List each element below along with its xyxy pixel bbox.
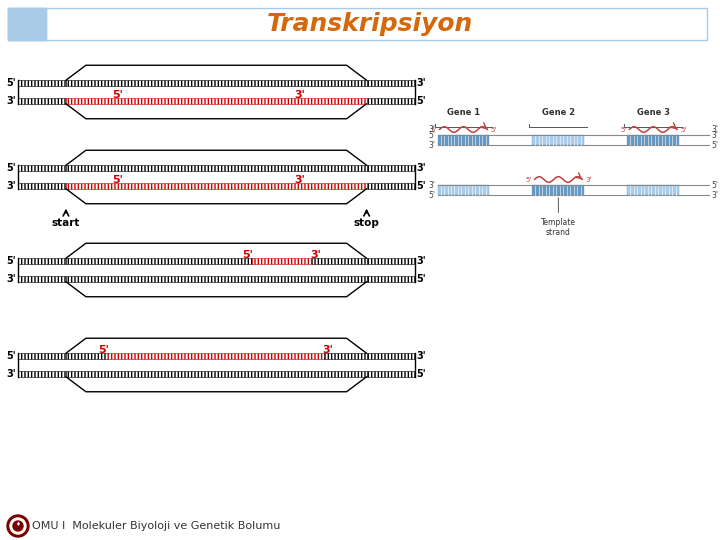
Text: 5': 5'	[417, 369, 426, 379]
Circle shape	[7, 515, 29, 537]
Text: 5': 5'	[428, 131, 436, 139]
Bar	[366, 276, 415, 282]
Text: 3': 3'	[6, 369, 16, 379]
Text: 3': 3'	[310, 250, 321, 260]
Text: 5': 5'	[525, 177, 531, 183]
Text: 3': 3'	[6, 274, 16, 284]
Bar	[366, 258, 415, 264]
Text: Gene 3: Gene 3	[636, 108, 670, 117]
Text: 5': 5'	[680, 126, 686, 132]
Bar	[438, 185, 490, 195]
Bar	[18, 98, 66, 104]
Bar	[18, 353, 66, 359]
Text: 3': 3'	[6, 96, 16, 106]
Text: start: start	[52, 218, 80, 228]
Text: 3': 3'	[711, 125, 719, 134]
Text: 3': 3'	[585, 177, 592, 183]
Bar	[438, 135, 490, 145]
Bar	[18, 183, 66, 189]
Bar	[108, 353, 324, 359]
Text: 5': 5'	[431, 126, 436, 132]
Bar	[18, 258, 66, 264]
Text: 3': 3'	[428, 125, 436, 134]
Text: 5': 5'	[6, 256, 16, 266]
Bar	[366, 98, 415, 104]
Text: 3': 3'	[417, 163, 426, 173]
Text: 5': 5'	[417, 274, 426, 284]
Text: 3': 3'	[294, 90, 305, 100]
Bar	[18, 165, 66, 171]
Text: 5': 5'	[428, 191, 436, 199]
Bar	[18, 276, 66, 282]
Text: OMU I  Molekuler Biyoloji ve Genetik Bolumu: OMU I Molekuler Biyoloji ve Genetik Bolu…	[32, 521, 280, 531]
Circle shape	[13, 521, 23, 531]
Circle shape	[10, 518, 26, 534]
Bar	[366, 183, 415, 189]
Text: Transkripsiyon: Transkripsiyon	[266, 12, 473, 36]
Bar	[366, 372, 415, 377]
Bar	[66, 165, 366, 171]
Text: 3': 3'	[711, 191, 719, 199]
Text: 3': 3'	[322, 345, 333, 355]
Text: 5': 5'	[417, 181, 426, 191]
Text: 3': 3'	[417, 351, 426, 361]
Text: 5': 5'	[99, 345, 109, 355]
Text: 3': 3'	[294, 175, 305, 185]
Text: 5': 5'	[620, 126, 626, 132]
Bar	[66, 183, 366, 189]
Text: 5': 5'	[711, 180, 719, 190]
Text: 5': 5'	[490, 126, 497, 132]
Text: 5': 5'	[711, 140, 719, 150]
Bar	[18, 80, 66, 86]
Bar	[66, 258, 252, 264]
Bar	[252, 258, 312, 264]
Bar	[66, 80, 366, 86]
Bar	[366, 165, 415, 171]
Bar	[312, 258, 366, 264]
Bar	[66, 353, 108, 359]
Bar	[324, 353, 366, 359]
Text: Gene 2: Gene 2	[542, 108, 575, 117]
Bar	[627, 135, 679, 145]
Text: 5': 5'	[112, 175, 123, 185]
Bar	[532, 135, 585, 145]
Text: stop: stop	[354, 218, 379, 228]
Bar	[366, 80, 415, 86]
Text: 3': 3'	[417, 78, 426, 88]
Bar	[627, 185, 679, 195]
FancyBboxPatch shape	[8, 8, 707, 40]
Text: 5': 5'	[112, 90, 123, 100]
Bar	[66, 98, 366, 104]
Bar	[18, 372, 66, 377]
Text: ♦: ♦	[16, 523, 20, 528]
Bar	[66, 276, 366, 282]
Text: 5': 5'	[6, 78, 16, 88]
Text: 5': 5'	[6, 163, 16, 173]
Bar	[532, 185, 585, 195]
Text: 5': 5'	[6, 351, 16, 361]
Text: 5': 5'	[243, 250, 253, 260]
Text: Template
strand: Template strand	[541, 198, 576, 238]
Bar	[366, 353, 415, 359]
Bar	[66, 372, 366, 377]
Text: 3': 3'	[428, 180, 436, 190]
Text: Gene 1: Gene 1	[447, 108, 480, 117]
Text: 5': 5'	[417, 96, 426, 106]
Text: 3': 3'	[6, 181, 16, 191]
Bar	[8, 8, 46, 40]
Text: 3': 3'	[711, 131, 719, 139]
Bar	[8, 8, 46, 40]
Text: 3': 3'	[428, 140, 436, 150]
Text: 3': 3'	[417, 256, 426, 266]
